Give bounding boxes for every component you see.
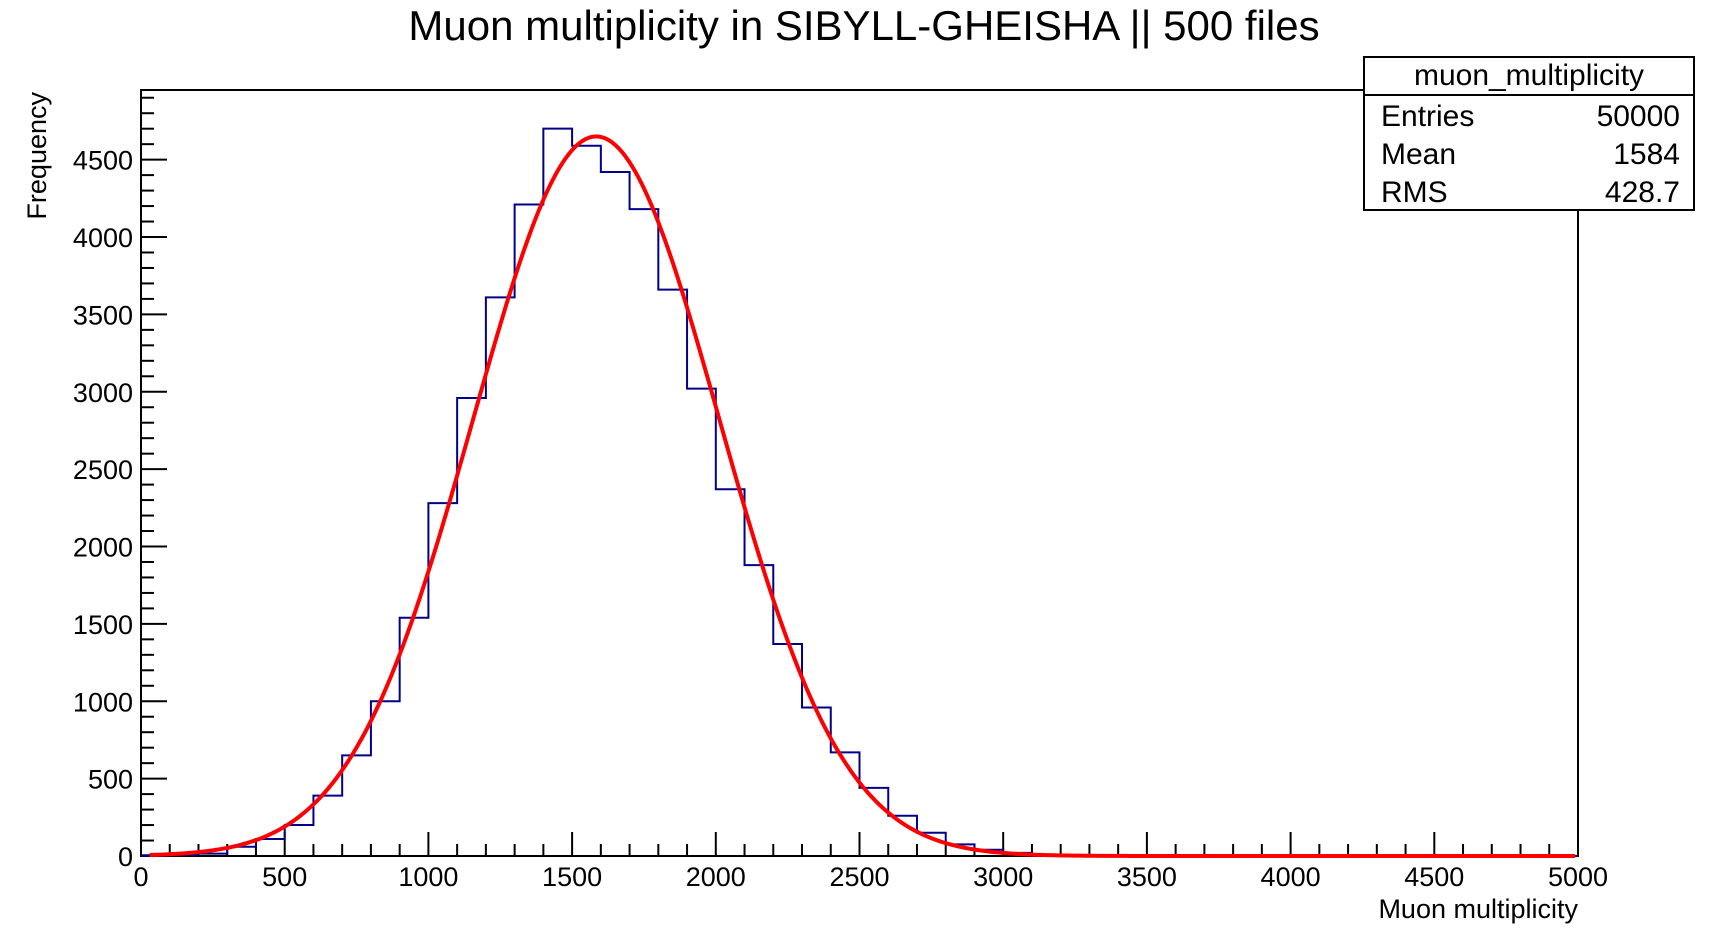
- stats-entries-label: Entries: [1381, 100, 1474, 133]
- histogram-bin: [716, 489, 745, 856]
- histogram-bin: [601, 172, 630, 856]
- x-axis-title: Muon multiplicity: [1378, 894, 1578, 924]
- histogram-bin: [515, 205, 544, 856]
- y-axis: 0 500 1000 1500 2000 2500 3000 3500 4000 4500: [73, 96, 167, 872]
- stats-rms-value: 428.7: [1605, 176, 1680, 209]
- histogram-bin: [342, 755, 371, 856]
- y-axis-title: Frequency: [22, 92, 52, 220]
- x-tick-label: 5000: [1548, 862, 1608, 892]
- histogram-bin: [630, 209, 659, 856]
- gaussian-fit: [149, 134, 1576, 858]
- stats-box-title: muon_multiplicity: [1414, 59, 1644, 92]
- histogram-bin: [313, 796, 342, 856]
- y-tick-label: 0: [118, 842, 133, 872]
- stats-entries-value: 50000: [1597, 100, 1680, 133]
- x-tick-label: 4000: [1261, 862, 1321, 892]
- x-tick-label: 4500: [1404, 862, 1464, 892]
- stats-box-frame: [1363, 56, 1695, 211]
- stats-mean-value: 1584: [1613, 138, 1680, 171]
- x-tick-label: 0: [133, 862, 148, 892]
- y-tick-label: 3500: [73, 300, 133, 330]
- histogram-bin: [486, 297, 515, 856]
- y-tick-label: 3000: [73, 378, 133, 408]
- histogram-bin: [658, 290, 687, 856]
- histogram-bin: [285, 825, 314, 856]
- stats-box: muon_multiplicity Entries 50000 Mean 158…: [1363, 56, 1695, 211]
- histogram-bin: [543, 129, 572, 856]
- y-tick-label: 4500: [73, 146, 133, 176]
- y-tick-label: 2500: [73, 455, 133, 485]
- histogram-bin: [831, 752, 860, 856]
- x-tick-label: 500: [262, 862, 307, 892]
- x-tick-label: 2000: [686, 862, 746, 892]
- y-tick-label: 500: [88, 765, 133, 795]
- histogram-bin: [371, 701, 400, 856]
- x-tick-label: 3500: [1117, 862, 1177, 892]
- x-tick-label: 1500: [542, 862, 602, 892]
- x-tick-label: 2500: [829, 862, 889, 892]
- histogram-bin: [687, 389, 716, 856]
- histogram-bin: [400, 618, 429, 856]
- fit-curve: [149, 134, 1576, 858]
- chart-title: Muon multiplicity in SIBYLL-GHEISHA || 5…: [408, 2, 1319, 49]
- histogram-bin: [572, 146, 601, 856]
- stats-mean-label: Mean: [1381, 138, 1456, 171]
- x-tick-label: 1000: [398, 862, 458, 892]
- x-tick-label: 3000: [973, 862, 1033, 892]
- histogram-bin: [745, 565, 774, 856]
- plot-area-border: [140, 89, 1579, 857]
- plot-frame: [140, 89, 1579, 857]
- histogram-bin: [773, 644, 802, 856]
- y-tick-label: 4000: [73, 223, 133, 253]
- stats-rms-label: RMS: [1381, 176, 1448, 209]
- y-tick-label: 1000: [73, 687, 133, 717]
- y-tick-label: 1500: [73, 610, 133, 640]
- histogram-bin: [256, 839, 285, 856]
- y-tick-label: 2000: [73, 533, 133, 563]
- x-axis: 0 500 1000 1500 2000 2500 3000 3500 4000 4500 5000: [133, 832, 1608, 892]
